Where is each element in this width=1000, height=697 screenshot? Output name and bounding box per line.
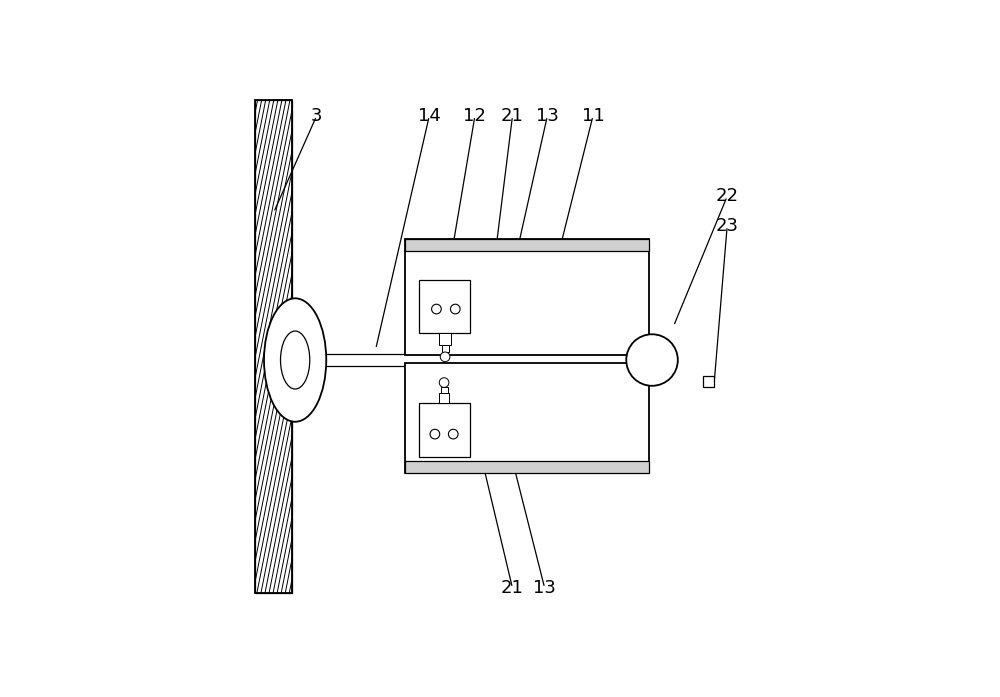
Bar [255, 100, 292, 594]
Bar [419, 403, 470, 457]
Bar [442, 345, 449, 352]
Text: 13: 13 [536, 107, 559, 125]
Circle shape [440, 352, 450, 362]
Bar [279, 354, 674, 366]
Bar [405, 362, 649, 473]
Text: 3: 3 [311, 107, 322, 125]
Bar [703, 376, 714, 387]
Text: 14: 14 [418, 107, 441, 125]
Circle shape [626, 335, 678, 386]
Bar [405, 239, 649, 355]
Bar [405, 461, 649, 473]
Text: 23: 23 [716, 217, 739, 235]
Text: 13: 13 [533, 579, 556, 597]
Circle shape [450, 304, 460, 314]
Circle shape [432, 304, 441, 314]
Text: 21: 21 [501, 579, 524, 597]
Bar [439, 393, 449, 403]
Text: 11: 11 [582, 107, 604, 125]
Bar [255, 100, 292, 594]
Text: 21: 21 [501, 107, 524, 125]
Ellipse shape [281, 331, 310, 389]
Bar [405, 239, 649, 251]
Ellipse shape [264, 298, 326, 422]
Bar [441, 387, 448, 393]
Text: 12: 12 [463, 107, 486, 125]
Bar [439, 333, 451, 345]
Bar [419, 279, 470, 333]
Text: 22: 22 [716, 187, 739, 206]
Circle shape [448, 429, 458, 439]
Circle shape [430, 429, 440, 439]
Circle shape [439, 378, 449, 388]
